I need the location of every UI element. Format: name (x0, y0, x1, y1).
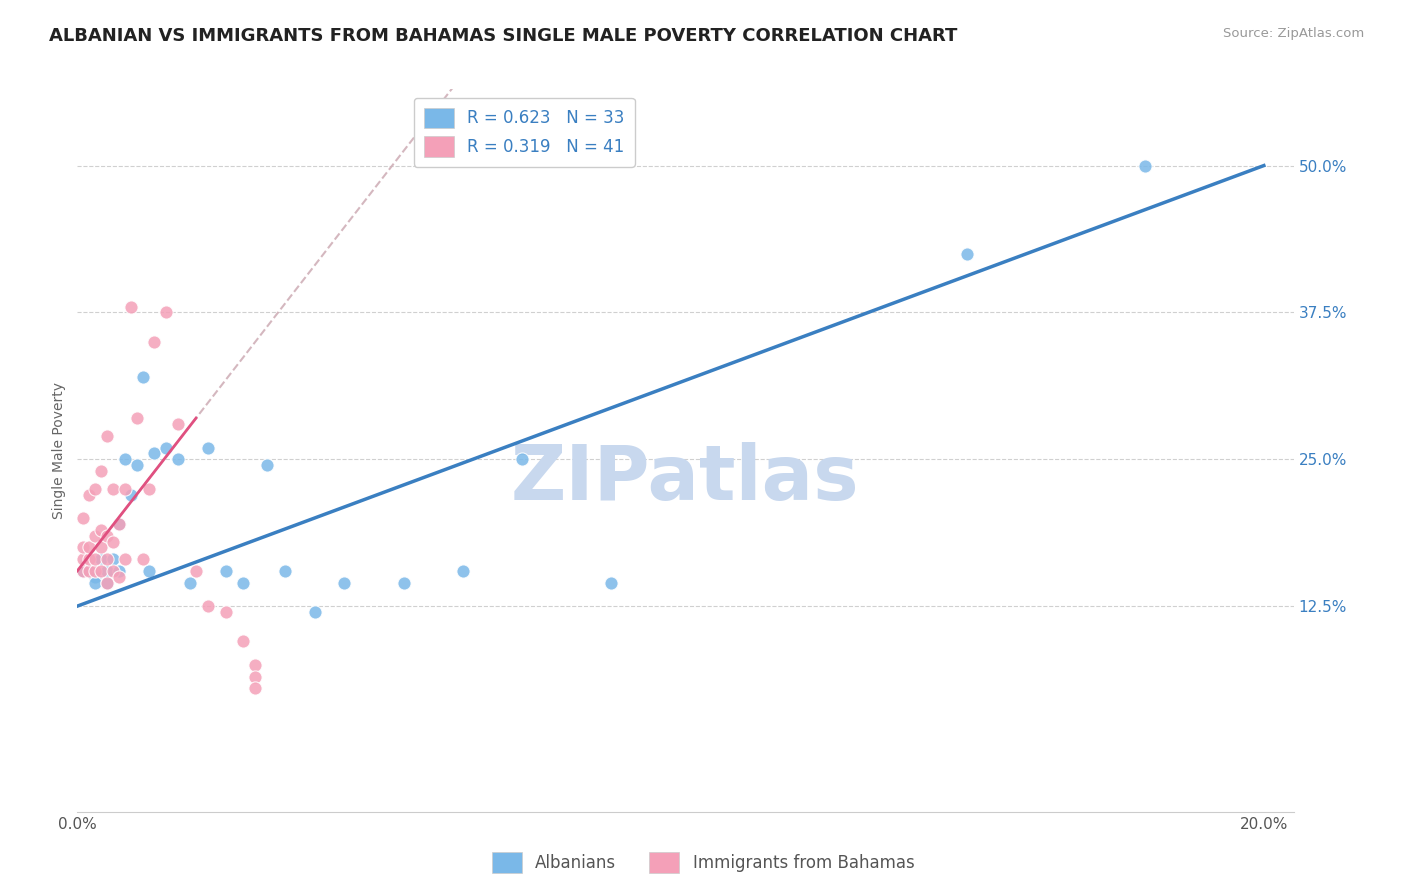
Point (333, 575, 356, 590)
Point (101, 552, 124, 566)
Point (72, 511, 94, 525)
Point (131, 552, 153, 566)
Point (120, 487, 142, 501)
Point (108, 570, 131, 584)
Point (232, 575, 254, 590)
Point (956, 246, 979, 260)
Legend: Albanians, Immigrants from Bahamas: Albanians, Immigrants from Bahamas (485, 846, 921, 880)
Point (125, 411, 148, 425)
Point (108, 564, 131, 578)
Point (274, 564, 297, 578)
Point (114, 482, 136, 496)
Point (256, 458, 278, 472)
Point (96, 575, 118, 590)
Point (120, 300, 142, 314)
Point (84, 570, 107, 584)
Point (101, 482, 124, 496)
Point (96, 528, 118, 542)
Point (143, 334, 166, 349)
Text: ZIPatlas: ZIPatlas (512, 442, 859, 516)
Point (125, 458, 148, 472)
Point (114, 452, 136, 467)
Point (245, 657, 267, 672)
Point (84, 482, 107, 496)
Point (155, 441, 177, 455)
Point (197, 599, 219, 614)
Point (96, 429, 118, 443)
Point (245, 670, 267, 684)
Point (1135, 159, 1157, 173)
Point (451, 564, 474, 578)
Point (77, 487, 100, 501)
Point (143, 446, 166, 460)
Point (84, 552, 107, 566)
Text: ALBANIAN VS IMMIGRANTS FROM BAHAMAS SINGLE MALE POVERTY CORRELATION CHART: ALBANIAN VS IMMIGRANTS FROM BAHAMAS SING… (49, 27, 957, 45)
Point (304, 605, 326, 619)
Point (84, 575, 107, 590)
Point (138, 482, 160, 496)
Point (108, 516, 131, 531)
Point (232, 634, 254, 648)
Point (214, 605, 236, 619)
Point (72, 564, 94, 578)
Point (90, 552, 112, 566)
Point (184, 564, 207, 578)
Point (77, 541, 100, 555)
Point (101, 534, 124, 549)
Point (96, 575, 118, 590)
Point (90, 564, 112, 578)
Point (72, 541, 94, 555)
Point (131, 370, 153, 384)
Point (96, 564, 118, 578)
Point (77, 564, 100, 578)
Point (245, 681, 267, 696)
Point (77, 552, 100, 566)
Y-axis label: Single Male Poverty: Single Male Poverty (52, 382, 66, 519)
Point (179, 575, 201, 590)
Point (77, 564, 100, 578)
Point (167, 417, 190, 431)
Point (77, 564, 100, 578)
Text: Source: ZipAtlas.com: Source: ZipAtlas.com (1223, 27, 1364, 40)
Point (600, 575, 623, 590)
Point (90, 464, 112, 478)
Point (90, 523, 112, 537)
Point (510, 452, 533, 467)
Point (167, 452, 190, 467)
Point (392, 575, 415, 590)
Point (84, 564, 107, 578)
Point (72, 552, 94, 566)
Point (101, 564, 124, 578)
Point (72, 564, 94, 578)
Point (108, 516, 131, 531)
Point (84, 528, 107, 542)
Point (197, 441, 219, 455)
Legend: R = 0.623   N = 33, R = 0.319   N = 41: R = 0.623 N = 33, R = 0.319 N = 41 (413, 97, 634, 167)
Point (96, 552, 118, 566)
Point (90, 541, 112, 555)
Point (214, 564, 236, 578)
Point (114, 552, 136, 566)
Point (138, 564, 160, 578)
Point (155, 305, 177, 319)
